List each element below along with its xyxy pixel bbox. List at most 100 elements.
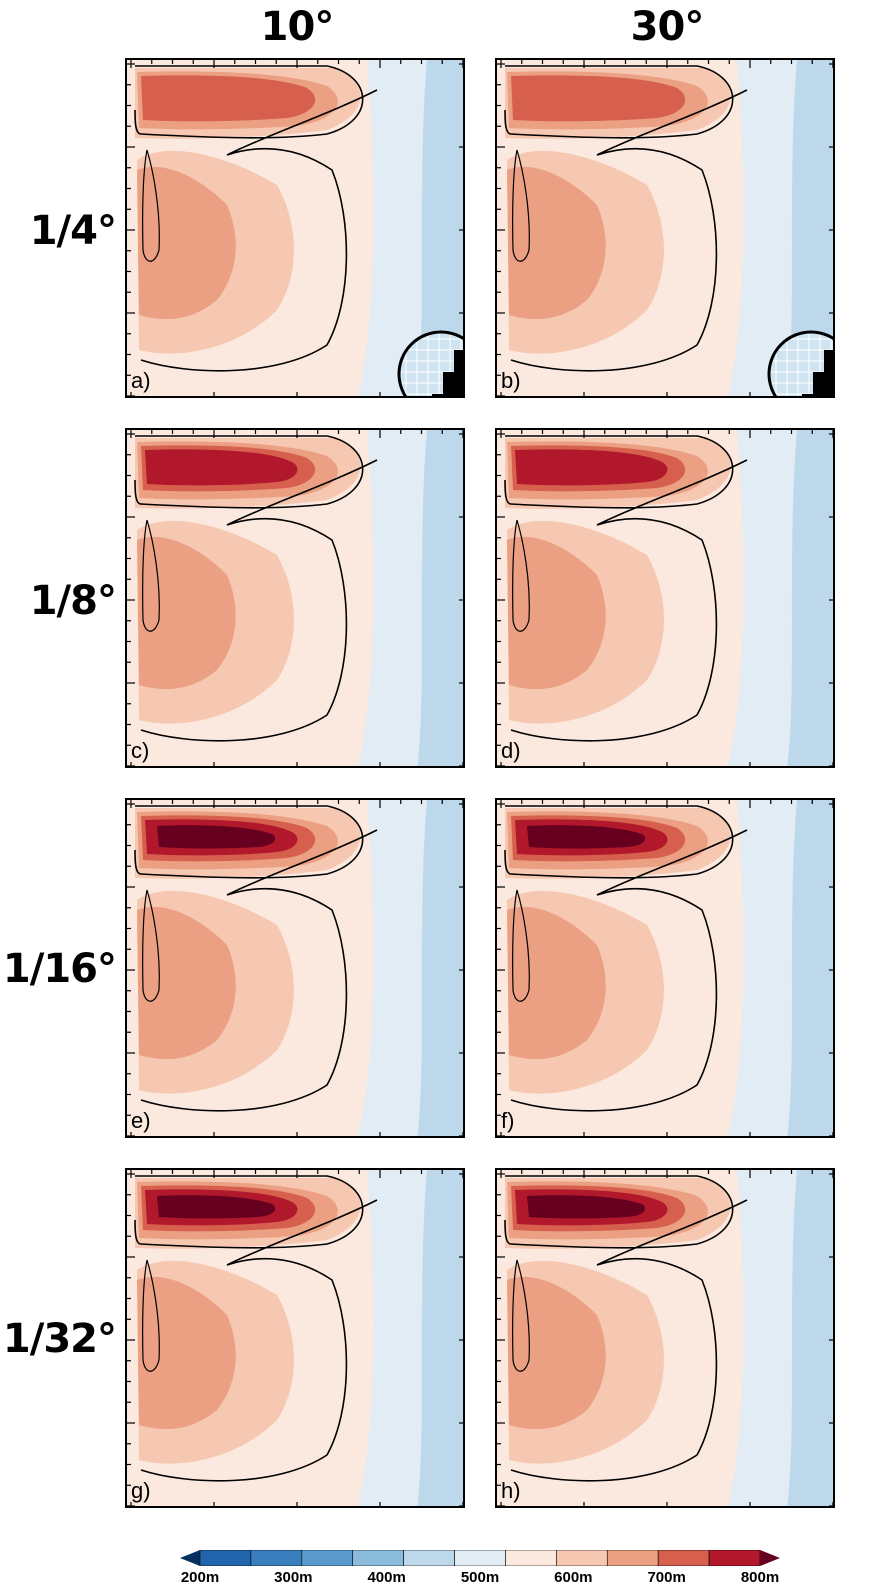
staircase-inset xyxy=(767,330,833,396)
panel-label: e) xyxy=(131,1108,151,1133)
contour-west xyxy=(142,889,160,1002)
jet-650 xyxy=(511,75,686,122)
colorbar-extend-low xyxy=(180,1550,200,1566)
contour-gyre xyxy=(140,89,378,372)
contour-jet xyxy=(504,805,734,879)
gyre-600 xyxy=(507,536,606,690)
contour-gyre xyxy=(510,89,748,372)
contour-gyre xyxy=(510,1199,748,1482)
colorbar-tick-label: 300m xyxy=(274,1569,313,1586)
panel-label: d) xyxy=(501,738,521,763)
gyre-600 xyxy=(137,536,236,690)
colorbar-extend-high xyxy=(760,1550,780,1566)
contour-west xyxy=(512,519,530,632)
frame-ticks xyxy=(497,1170,833,1506)
frame-ticks xyxy=(497,800,833,1136)
gyre-600 xyxy=(137,166,236,320)
depth-field xyxy=(497,60,833,396)
colorbar-tick-label: 500m xyxy=(460,1569,500,1586)
map-panel-h: h) xyxy=(495,1168,835,1508)
contour-gyre xyxy=(140,1199,378,1482)
panel-label: h) xyxy=(501,1478,521,1503)
colorbar-bin xyxy=(301,1550,354,1566)
gyre-600 xyxy=(507,906,606,1060)
colorbar-tick-label: 700m xyxy=(647,1569,686,1586)
colorbar-bin xyxy=(454,1550,506,1566)
depth-field xyxy=(127,430,463,766)
jet-750 xyxy=(527,1195,646,1219)
contour-gyre xyxy=(510,459,748,742)
panel-label: a) xyxy=(131,368,151,393)
contour-jet xyxy=(134,435,364,509)
row-header-sixteenth: 1/16° xyxy=(2,946,117,992)
depth-field xyxy=(497,1170,833,1506)
contour-jet xyxy=(504,1175,734,1249)
colorbar-bin xyxy=(606,1550,659,1566)
contour-jet xyxy=(134,805,364,879)
colorbar-tick-label: 600m xyxy=(554,1569,593,1586)
contour-west xyxy=(512,149,530,262)
depth-field xyxy=(497,800,833,1136)
frame-ticks xyxy=(497,430,833,766)
colorbar-bin xyxy=(505,1550,557,1566)
contour-west xyxy=(142,149,160,262)
colorbar-bin xyxy=(556,1550,608,1566)
contour-jet xyxy=(504,65,734,139)
column-header-30deg: 30° xyxy=(630,4,705,50)
contour-west xyxy=(142,519,160,632)
jet-750 xyxy=(157,825,276,849)
panel-label: b) xyxy=(501,368,521,393)
colorbar xyxy=(180,1550,780,1566)
depth-field xyxy=(497,430,833,766)
panel-label: c) xyxy=(131,738,150,763)
gyre-600 xyxy=(507,166,606,320)
contour-west xyxy=(512,1259,530,1372)
map-panel-g: g) xyxy=(125,1168,465,1508)
jet-650 xyxy=(141,75,316,122)
map-panel-e: e) xyxy=(125,798,465,1138)
jet-700 xyxy=(515,449,668,486)
contour-gyre xyxy=(140,829,378,1112)
depth-field xyxy=(127,1170,463,1506)
colorbar-bin xyxy=(403,1550,455,1566)
contour-west xyxy=(142,1259,160,1372)
map-panel-b: b) xyxy=(495,58,835,398)
row-header-thirtysecond: 1/32° xyxy=(2,1316,117,1362)
jet-750 xyxy=(527,825,646,849)
colorbar-tick-label: 800m xyxy=(740,1569,780,1586)
colorbar-tick-label: 400m xyxy=(367,1569,406,1586)
colorbar-bin xyxy=(199,1550,252,1566)
frame-ticks xyxy=(127,60,463,396)
colorbar-bin xyxy=(708,1550,761,1566)
staircase-inset xyxy=(397,330,463,396)
frame-ticks xyxy=(127,800,463,1136)
panel-label: g) xyxy=(131,1478,151,1503)
contour-gyre xyxy=(140,459,378,742)
depth-field xyxy=(127,800,463,1136)
map-panel-f: f) xyxy=(495,798,835,1138)
gyre-600 xyxy=(507,1276,606,1430)
map-panel-d: d) xyxy=(495,428,835,768)
jet-750 xyxy=(157,1195,276,1219)
contour-jet xyxy=(134,1175,364,1249)
colorbar-bin xyxy=(352,1550,404,1566)
colorbar-bin xyxy=(250,1550,303,1566)
contour-gyre xyxy=(510,829,748,1112)
contour-jet xyxy=(504,435,734,509)
row-header-quarter: 1/4° xyxy=(29,208,117,254)
gyre-600 xyxy=(137,906,236,1060)
contour-west xyxy=(512,889,530,1002)
frame-ticks xyxy=(497,60,833,396)
depth-field xyxy=(127,60,463,396)
colorbar-tick-label: 200m xyxy=(180,1569,220,1586)
contour-jet xyxy=(134,65,364,139)
frame-ticks xyxy=(127,1170,463,1506)
panel-label: f) xyxy=(501,1108,515,1133)
gyre-600 xyxy=(137,1276,236,1430)
map-panel-c: c) xyxy=(125,428,465,768)
row-header-eighth: 1/8° xyxy=(29,578,117,624)
colorbar-bin xyxy=(657,1550,710,1566)
map-panel-a: a) xyxy=(125,58,465,398)
jet-700 xyxy=(145,449,298,486)
column-header-10deg: 10° xyxy=(260,4,335,50)
